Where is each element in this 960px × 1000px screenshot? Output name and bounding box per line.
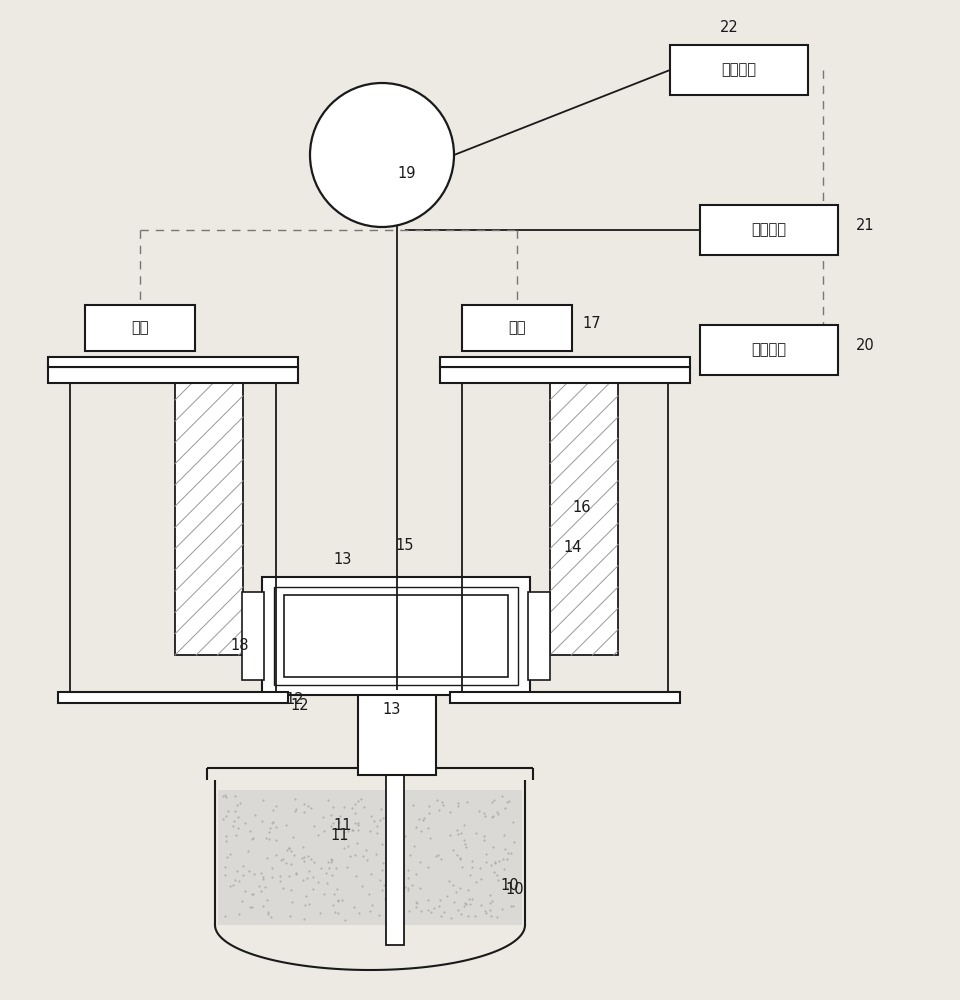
Bar (700, 325, 838, 375)
Bar (450, 692, 680, 703)
Polygon shape (218, 790, 522, 925)
Text: 19: 19 (397, 165, 416, 180)
Text: 13: 13 (333, 552, 351, 568)
Text: 16: 16 (572, 500, 590, 516)
Text: 17: 17 (582, 316, 601, 332)
Text: 10: 10 (500, 878, 518, 892)
Bar (262, 577, 530, 695)
Text: 21: 21 (856, 218, 875, 232)
Bar (175, 383, 243, 655)
Text: 电机: 电机 (132, 320, 149, 336)
Text: 测量部件: 测量部件 (722, 62, 756, 78)
Bar (440, 357, 690, 367)
Bar (700, 205, 838, 255)
Text: 14: 14 (563, 540, 582, 556)
Bar (462, 305, 572, 351)
Text: 12: 12 (290, 698, 308, 712)
Bar (48, 357, 298, 367)
Circle shape (310, 83, 454, 227)
Bar (274, 587, 518, 685)
Text: 电机: 电机 (508, 320, 526, 336)
Bar (528, 592, 550, 680)
Text: 11: 11 (333, 818, 351, 832)
Bar (85, 305, 195, 351)
Text: 15: 15 (395, 538, 414, 552)
Text: 18: 18 (230, 638, 249, 652)
Text: 22: 22 (720, 19, 738, 34)
Bar (58, 692, 288, 703)
Bar (48, 367, 298, 383)
Bar (670, 45, 808, 95)
Text: 11: 11 (330, 828, 348, 842)
Text: 20: 20 (856, 338, 875, 353)
Text: 10: 10 (505, 882, 523, 898)
Bar (358, 690, 436, 775)
Bar (242, 592, 264, 680)
Bar (550, 383, 618, 655)
Bar (440, 367, 690, 383)
Text: 输入部件: 输入部件 (752, 342, 786, 358)
Text: 控制部件: 控制部件 (752, 223, 786, 237)
Bar (386, 775, 404, 945)
Bar (284, 595, 508, 677)
Text: 13: 13 (382, 702, 400, 718)
Text: 12: 12 (285, 692, 303, 708)
